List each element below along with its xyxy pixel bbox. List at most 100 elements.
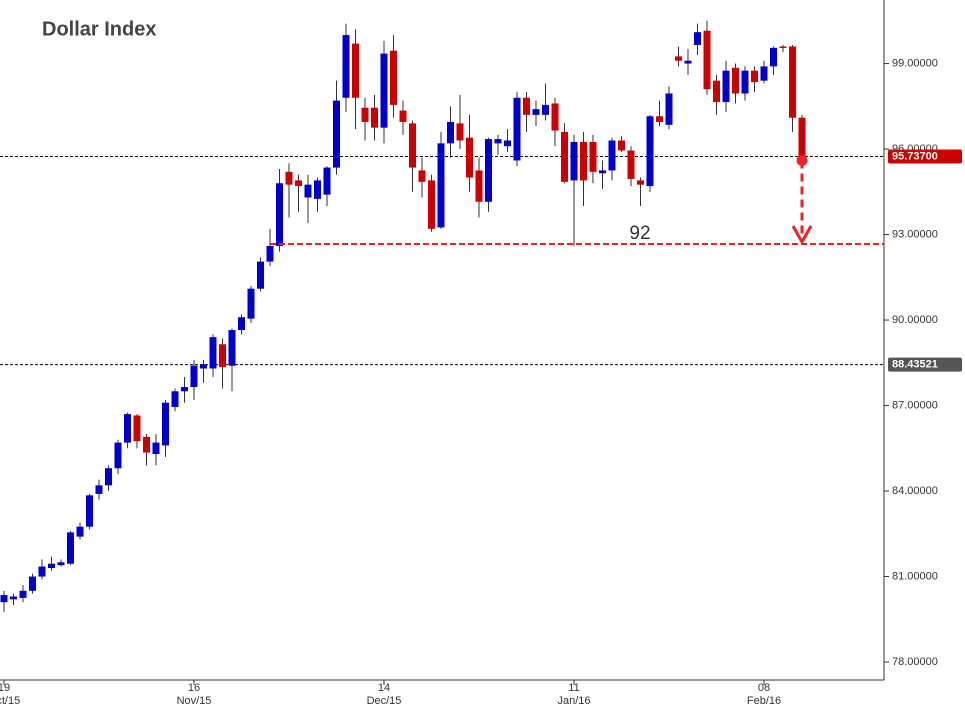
candle-body xyxy=(323,167,331,195)
candle-body xyxy=(637,180,645,185)
candle-body xyxy=(504,140,512,147)
candle-body xyxy=(570,141,578,181)
price-badge xyxy=(888,149,962,164)
candle-body xyxy=(684,60,692,64)
candle-body xyxy=(665,93,673,125)
candle-body xyxy=(399,110,407,122)
y-tick-label: 87.00000 xyxy=(892,399,938,411)
candle-body xyxy=(523,97,531,115)
candle-body xyxy=(133,415,141,442)
last-close-dot xyxy=(796,154,808,166)
candle-body xyxy=(437,143,445,228)
candle-body xyxy=(294,180,302,187)
candle-body xyxy=(66,532,74,564)
price-badge-label: 95.73700 xyxy=(892,150,938,162)
candle-body xyxy=(342,35,350,98)
y-tick-label: 99.00000 xyxy=(892,57,938,69)
candle-body xyxy=(171,391,179,407)
candle-body xyxy=(352,43,360,98)
candle-body xyxy=(38,566,46,577)
y-tick-label: 81.00000 xyxy=(892,570,938,582)
y-tick-label: 78.00000 xyxy=(892,656,938,668)
candle-body xyxy=(646,116,654,187)
candle-body xyxy=(608,140,616,171)
x-tick-sublabel: Dec/15 xyxy=(367,695,402,707)
candle-body xyxy=(779,46,787,48)
x-tick-sublabel: Jan/16 xyxy=(557,695,590,707)
x-tick-label: 16 xyxy=(188,682,200,694)
y-tick-label: 84.00000 xyxy=(892,485,938,497)
candle-body xyxy=(19,590,27,598)
candle-body xyxy=(361,107,369,122)
candle-body xyxy=(713,80,721,103)
candle-body xyxy=(95,485,103,494)
candle-body xyxy=(237,317,245,331)
candle-body xyxy=(551,103,559,131)
candle-body xyxy=(456,123,464,141)
candle-body xyxy=(722,70,730,103)
candle-body xyxy=(751,70,759,83)
candle-body xyxy=(161,402,169,446)
candle-body xyxy=(447,121,455,144)
candle-body xyxy=(190,365,198,388)
candle-body xyxy=(114,442,122,469)
price-badge-label: 88.43521 xyxy=(892,359,938,371)
chart-title: Dollar Index xyxy=(42,18,156,40)
candle-body xyxy=(247,288,255,319)
candle-body xyxy=(285,171,293,185)
arrow-head xyxy=(791,225,813,246)
candle-body xyxy=(618,140,626,151)
x-tick-label: 11 xyxy=(568,682,579,694)
candle-body xyxy=(332,100,340,168)
candle-body xyxy=(732,67,740,94)
candle-body xyxy=(199,364,207,369)
candle-body xyxy=(494,139,502,144)
candle-body xyxy=(180,387,188,392)
x-tick-sublabel: Feb/16 xyxy=(747,695,781,707)
candle-body xyxy=(466,137,474,178)
candle-body xyxy=(380,53,388,128)
candle-body xyxy=(104,468,112,486)
y-tick-label: 93.00000 xyxy=(892,228,938,240)
x-tick-label: 14 xyxy=(378,682,390,694)
candle-body xyxy=(599,170,607,174)
candle-body xyxy=(532,109,540,115)
candle-body xyxy=(256,261,264,289)
candle-body xyxy=(485,139,493,202)
candle-body xyxy=(760,66,768,81)
x-tick-sublabel: Oct/15 xyxy=(0,695,20,707)
y-tick-label: 90.00000 xyxy=(892,314,938,326)
candle-body xyxy=(542,104,550,115)
candle-body xyxy=(770,47,778,67)
candle-body xyxy=(475,170,483,202)
candle-body xyxy=(390,50,398,105)
candle-body xyxy=(9,596,17,600)
candle-body xyxy=(656,116,664,122)
candle-body xyxy=(589,141,597,172)
candle-body xyxy=(789,46,797,118)
x-tick-label: 08 xyxy=(758,682,770,694)
candle-body xyxy=(409,123,417,168)
candle-body xyxy=(741,70,749,94)
candle-body xyxy=(142,436,150,453)
candle-body xyxy=(304,184,312,198)
candle-body xyxy=(675,56,683,61)
candle-body xyxy=(561,131,569,182)
candle-body xyxy=(428,180,436,229)
candle-body xyxy=(418,170,426,182)
candle-body xyxy=(152,442,160,454)
price-badge xyxy=(888,357,962,372)
candle-body xyxy=(798,117,806,161)
candle-body xyxy=(627,150,635,179)
candle-body xyxy=(0,595,8,603)
candle-body xyxy=(228,330,236,366)
candle-body xyxy=(513,97,521,161)
candle-body xyxy=(123,414,131,443)
candle-body xyxy=(371,107,379,128)
support-label: 92 xyxy=(629,223,650,244)
candle-body xyxy=(313,180,321,199)
candle-body xyxy=(703,30,711,90)
candle-body xyxy=(580,141,588,181)
